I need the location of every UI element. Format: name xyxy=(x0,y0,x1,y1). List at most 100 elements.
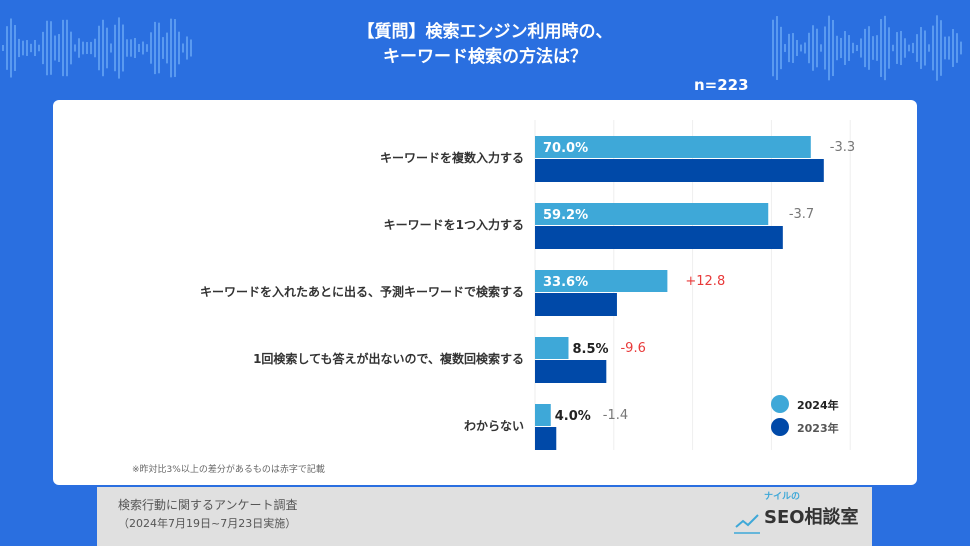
difference-label: -3.3 xyxy=(830,140,855,155)
wave-bar xyxy=(788,33,790,63)
wave-bar xyxy=(960,41,962,55)
title-line-1: 【質問】検索エンジン利用時の、 xyxy=(357,22,613,42)
footer: 検索行動に関するアンケート調査 （2024年7月19日~7月23日実施） ナイル… xyxy=(97,487,872,546)
wave-bar xyxy=(142,41,144,55)
wave-bar xyxy=(896,32,898,64)
wave-bar xyxy=(936,15,938,81)
survey-period: （2024年7月19日~7月23日実施） xyxy=(118,517,297,530)
wave-bar xyxy=(126,39,128,57)
category-label: キーワードを複数入力する xyxy=(380,150,524,165)
legend-label: 2024年 xyxy=(797,398,839,412)
wave-bar xyxy=(186,36,188,60)
waveform-decoration-right xyxy=(772,15,962,81)
wave-bar xyxy=(74,44,76,52)
bar-2024 xyxy=(535,270,668,292)
wave-bar xyxy=(940,20,942,76)
value-label-2024: 59.2% xyxy=(543,208,588,223)
wave-bar xyxy=(920,27,922,69)
value-label-2024: 33.6% xyxy=(543,275,588,290)
wave-bar xyxy=(872,36,874,60)
wave-bar xyxy=(154,21,156,75)
wave-bar xyxy=(2,45,4,51)
survey-name: 検索行動に関するアンケート調査 xyxy=(118,498,298,512)
wave-bar xyxy=(780,26,782,70)
wave-bar xyxy=(820,44,822,52)
wave-bar xyxy=(30,43,32,53)
wave-bar xyxy=(182,43,184,53)
wave-bar xyxy=(22,40,24,56)
logo-main-text: SEO相談室 xyxy=(764,507,859,528)
wave-bar xyxy=(804,42,806,54)
wave-bar xyxy=(792,33,794,63)
waveform-decoration-left xyxy=(2,17,192,79)
difference-label: -1.4 xyxy=(603,408,628,423)
wave-bar xyxy=(174,19,176,77)
wave-bar xyxy=(98,25,100,71)
bar-2023 xyxy=(535,427,557,450)
wave-bar xyxy=(42,31,44,65)
wave-bar xyxy=(134,37,136,59)
value-label-2024: 4.0% xyxy=(555,409,591,424)
wave-bar xyxy=(118,17,120,79)
value-label-2024: 8.5% xyxy=(572,342,608,357)
title-line-2: キーワード検索の方法は？ xyxy=(383,47,587,67)
wave-bar xyxy=(856,44,858,52)
wave-bar xyxy=(772,19,774,77)
wave-bar xyxy=(784,44,786,52)
wave-bar xyxy=(34,39,36,57)
wave-bar xyxy=(944,36,946,60)
value-label-2024: 70.0% xyxy=(543,141,588,156)
bar-2023 xyxy=(535,159,824,182)
wave-bar xyxy=(828,15,830,81)
bar-2024 xyxy=(535,404,551,426)
wave-bar xyxy=(884,15,886,81)
chart-trend-icon xyxy=(734,514,760,534)
wave-bar xyxy=(932,25,934,71)
wave-bar xyxy=(796,39,798,57)
wave-bar xyxy=(876,35,878,61)
wave-bar xyxy=(952,29,954,67)
category-label: わからない xyxy=(464,419,524,433)
wave-bar xyxy=(948,36,950,60)
wave-bar xyxy=(800,44,802,52)
wave-bar xyxy=(46,20,48,76)
wave-bar xyxy=(908,44,910,52)
wave-bar xyxy=(178,31,180,65)
chart-title: 【質問】検索エンジン利用時の、 キーワード検索の方法は？ xyxy=(0,20,970,70)
wave-bar xyxy=(916,34,918,62)
wave-bar xyxy=(114,24,116,72)
legend-swatch xyxy=(771,395,789,413)
wave-bar xyxy=(158,22,160,74)
wave-bar xyxy=(844,31,846,65)
wave-bar xyxy=(166,32,168,64)
legend-swatch xyxy=(771,418,789,436)
wave-bar xyxy=(162,37,164,59)
wave-bar xyxy=(90,41,92,55)
wave-bar xyxy=(808,32,810,64)
wave-bar xyxy=(816,28,818,68)
wave-bar xyxy=(58,34,60,62)
difference-label: -3.7 xyxy=(789,207,814,222)
wave-bar xyxy=(848,35,850,61)
wave-bar xyxy=(912,42,914,54)
bar-2023 xyxy=(535,226,783,249)
wave-bar xyxy=(892,44,894,52)
wave-bar xyxy=(956,33,958,63)
wave-bar xyxy=(106,27,108,69)
bar-2024 xyxy=(535,337,569,359)
wave-bar xyxy=(900,30,902,66)
wave-bar xyxy=(18,38,20,58)
wave-bar xyxy=(26,40,28,56)
wave-bar xyxy=(170,18,172,78)
wave-bar xyxy=(924,30,926,66)
note: ※昨対比3%以上の差分があるものは赤字で記載 xyxy=(132,465,325,475)
bar-2023 xyxy=(535,293,617,316)
wave-bar xyxy=(832,19,834,77)
wave-bar xyxy=(94,38,96,58)
wave-bar xyxy=(840,37,842,59)
wave-bar xyxy=(852,42,854,54)
wave-bar xyxy=(146,44,148,52)
wave-bar xyxy=(10,18,12,78)
wave-bar xyxy=(836,35,838,61)
